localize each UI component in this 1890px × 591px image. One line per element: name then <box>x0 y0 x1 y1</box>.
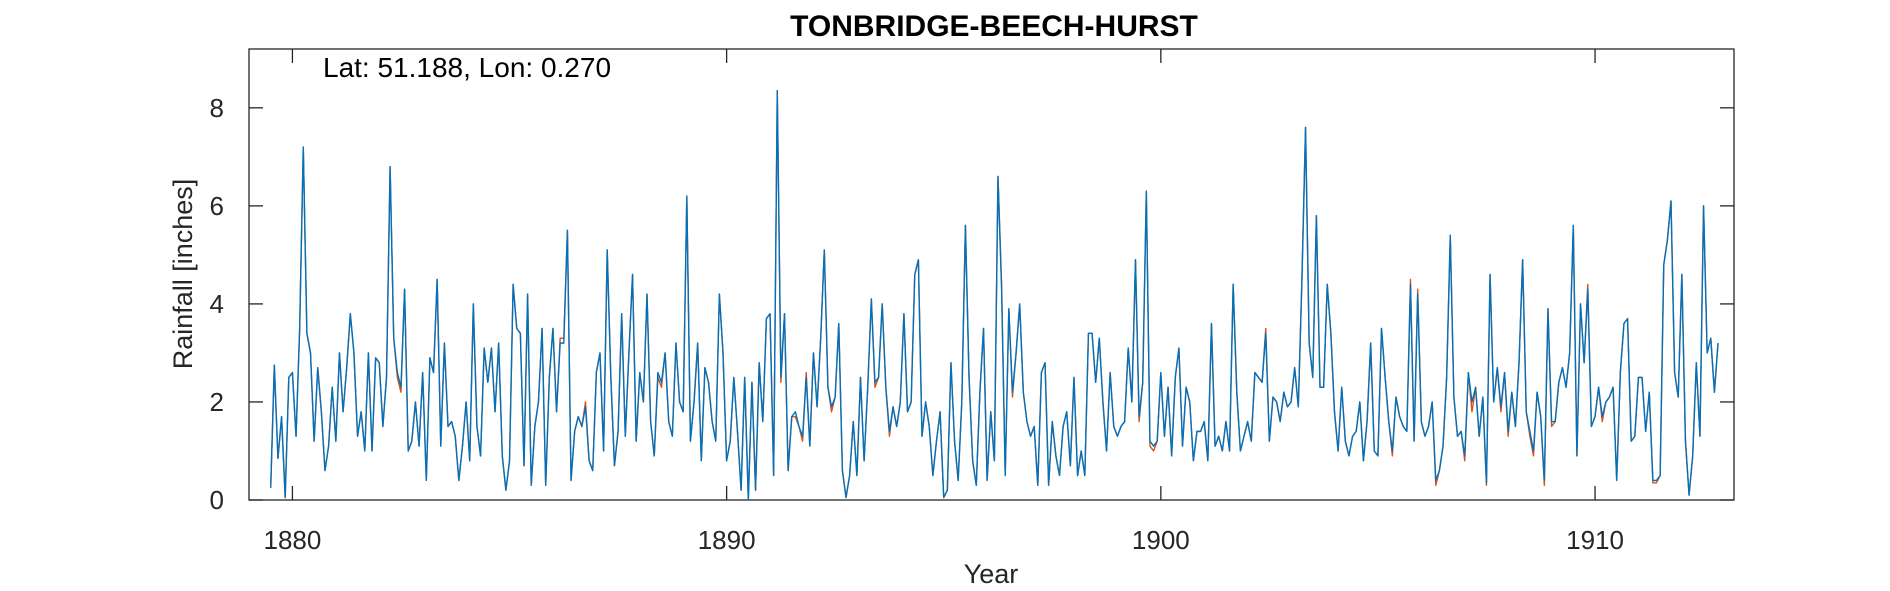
location-annotation: Lat: 51.188, Lon: 0.270 <box>323 52 611 83</box>
x-axis-label: Year <box>964 559 1019 589</box>
x-tick-label: 1900 <box>1132 525 1190 555</box>
y-tick-label: 8 <box>210 93 224 123</box>
x-tick-label: 1910 <box>1566 525 1624 555</box>
x-tick-label: 1880 <box>263 525 321 555</box>
y-tick-label: 0 <box>210 485 224 515</box>
plot-area <box>248 48 1735 501</box>
y-tick-label: 6 <box>210 191 224 221</box>
x-tick-label: 1890 <box>698 525 756 555</box>
y-axis: 0 2 4 6 8 <box>210 93 1734 515</box>
chart-title: TONBRIDGE-BEECH-HURST <box>790 10 1198 43</box>
series-layer <box>270 89 1719 501</box>
series-line-2 <box>270 89 1719 501</box>
y-tick-label: 2 <box>210 387 224 417</box>
y-tick-label: 4 <box>210 289 224 319</box>
y-axis-label: Rainfall [inches] <box>168 179 198 370</box>
x-axis: 1880 1890 1900 1910 <box>263 49 1624 555</box>
